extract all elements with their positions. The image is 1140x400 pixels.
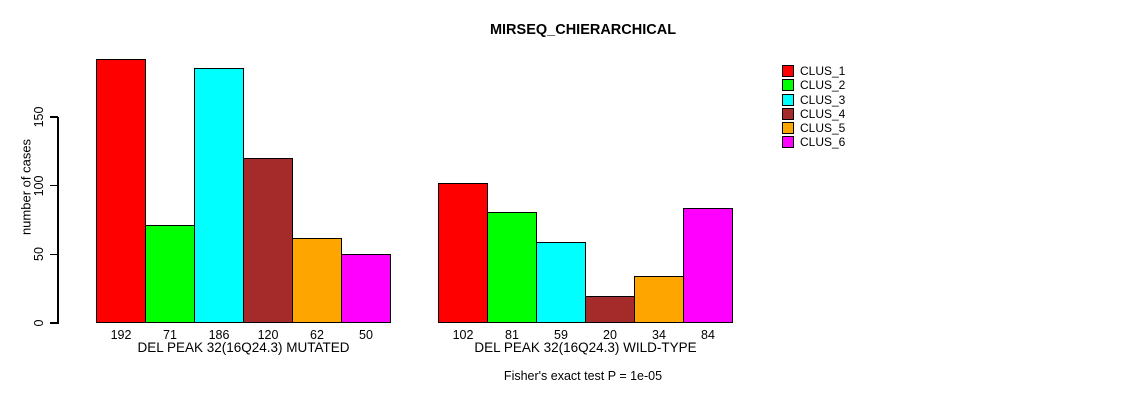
y-axis-tick bbox=[50, 322, 58, 324]
legend-swatch bbox=[782, 107, 794, 120]
bar bbox=[634, 276, 684, 323]
legend-label: CLUS_2 bbox=[800, 78, 846, 93]
x-group-label: DEL PEAK 32(16Q24.3) WILD-TYPE bbox=[474, 340, 697, 355]
chart-title: MIRSEQ_CHIERARCHICAL bbox=[489, 22, 677, 38]
bar-value-label: 50 bbox=[359, 328, 373, 342]
y-axis-tick bbox=[50, 253, 58, 256]
x-group-label: DEL PEAK 32(16Q24.3) MUTATED bbox=[137, 340, 350, 355]
y-axis-line bbox=[57, 117, 59, 324]
y-axis-tick bbox=[50, 184, 58, 187]
bar-value-label: 186 bbox=[208, 328, 230, 342]
bar bbox=[438, 183, 488, 323]
legend-item: CLUS_6 bbox=[782, 135, 846, 150]
y-axis-tick-label: 0 bbox=[32, 319, 46, 327]
legend-label: CLUS_6 bbox=[800, 135, 846, 150]
legend-item: CLUS_5 bbox=[782, 121, 846, 136]
legend: CLUS_1 CLUS_2 CLUS_3 CLUS_4 CLUS_5 CLUS_6 bbox=[782, 65, 845, 151]
y-axis-tick-label: 150 bbox=[32, 106, 46, 128]
y-axis-tick bbox=[50, 116, 58, 118]
legend-label: CLUS_4 bbox=[800, 106, 846, 121]
legend-item: CLUS_4 bbox=[782, 106, 846, 121]
legend-label: CLUS_5 bbox=[800, 121, 846, 136]
bar bbox=[292, 238, 342, 323]
y-axis-tick-label: 50 bbox=[32, 247, 46, 262]
bar-value-label: 59 bbox=[554, 328, 568, 342]
bar bbox=[683, 208, 733, 323]
legend-item: CLUS_3 bbox=[782, 92, 846, 107]
bar bbox=[487, 212, 537, 323]
legend-swatch bbox=[782, 122, 794, 135]
bar bbox=[585, 296, 635, 323]
bar-value-label: 81 bbox=[505, 328, 519, 342]
annotation-fisher-test: Fisher's exact test P = 1e-05 bbox=[503, 369, 663, 383]
bar-value-label: 71 bbox=[163, 328, 177, 342]
bar bbox=[243, 158, 293, 323]
bar-value-label: 62 bbox=[310, 328, 324, 342]
bar-value-label: 102 bbox=[452, 328, 474, 342]
bar bbox=[145, 225, 195, 323]
legend-swatch bbox=[782, 136, 794, 149]
bar-value-label: 20 bbox=[603, 328, 617, 342]
bar-value-label: 192 bbox=[110, 328, 132, 342]
legend-label: CLUS_3 bbox=[800, 92, 846, 107]
legend-item: CLUS_2 bbox=[782, 78, 846, 93]
legend-swatch bbox=[782, 93, 794, 106]
legend-swatch bbox=[782, 65, 794, 77]
y-axis-tick-label: 100 bbox=[32, 175, 46, 197]
bar bbox=[194, 68, 244, 323]
legend-swatch bbox=[782, 79, 794, 92]
bar-value-label: 34 bbox=[652, 328, 666, 342]
bar bbox=[96, 59, 146, 323]
legend-item: CLUS_1 bbox=[782, 65, 845, 77]
legend-label: CLUS_1 bbox=[800, 64, 846, 78]
bar bbox=[536, 242, 586, 323]
bar-value-label: 120 bbox=[257, 328, 279, 342]
bar-value-label: 84 bbox=[701, 328, 715, 342]
bar bbox=[341, 254, 391, 323]
